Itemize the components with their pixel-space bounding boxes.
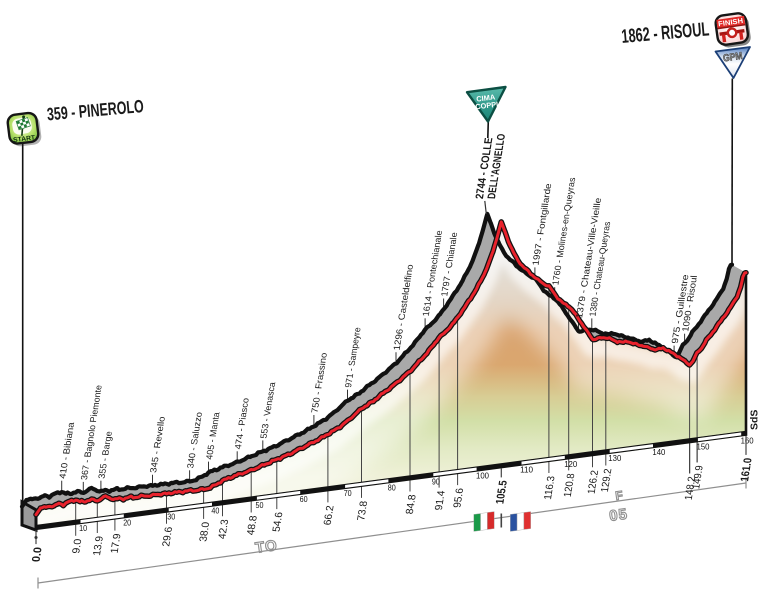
- svg-text:40: 40: [211, 506, 219, 516]
- svg-text:150: 150: [697, 441, 710, 451]
- svg-text:9.0: 9.0: [71, 538, 84, 554]
- svg-text:0.0: 0.0: [30, 547, 44, 562]
- svg-text:50: 50: [256, 500, 264, 510]
- svg-text:10: 10: [79, 523, 87, 533]
- svg-text:SdS: SdS: [749, 410, 761, 430]
- svg-text:80: 80: [388, 482, 396, 492]
- svg-text:120: 120: [564, 459, 577, 469]
- svg-text:70: 70: [344, 488, 352, 498]
- svg-text:160: 160: [741, 436, 754, 446]
- svg-text:90: 90: [432, 476, 440, 486]
- svg-text:110: 110: [520, 465, 533, 475]
- svg-text:100: 100: [476, 471, 489, 481]
- svg-text:TO: TO: [254, 537, 279, 557]
- svg-text:30: 30: [167, 512, 175, 522]
- svg-text:60: 60: [300, 494, 308, 504]
- svg-text:140: 140: [652, 447, 665, 457]
- svg-text:05: 05: [608, 506, 629, 525]
- svg-text:130: 130: [608, 453, 621, 463]
- svg-text:20: 20: [123, 517, 131, 527]
